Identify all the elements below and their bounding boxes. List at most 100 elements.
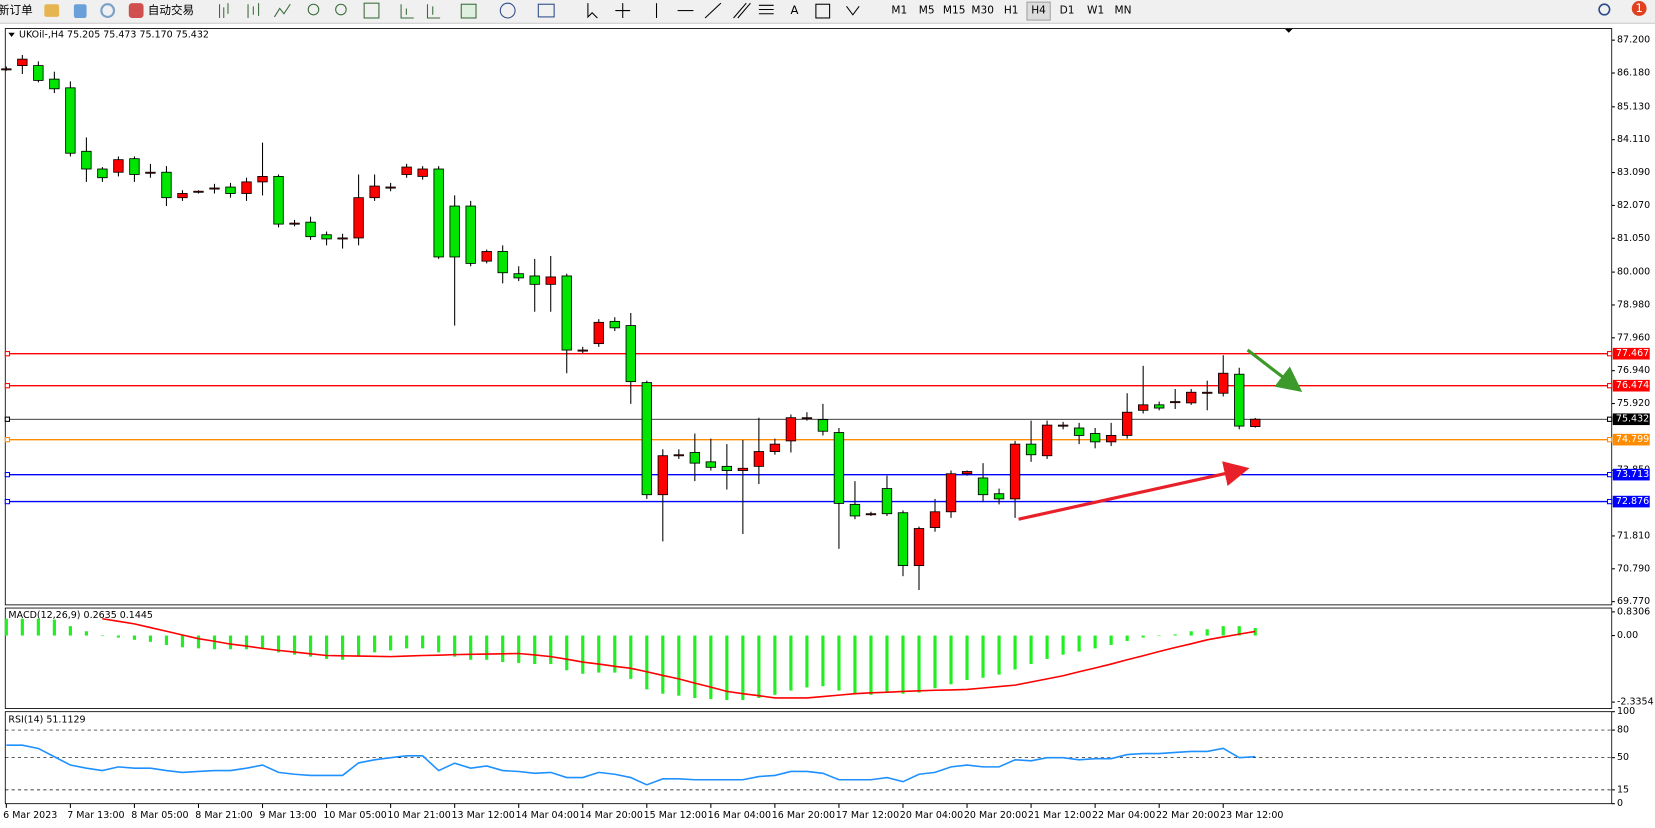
icon[interactable] xyxy=(400,4,414,19)
candle-body xyxy=(1025,443,1037,456)
timeframe-button[interactable]: M5 xyxy=(919,5,935,17)
macd-bar xyxy=(885,635,889,693)
auto-trading-button[interactable]: 自动交易 xyxy=(148,3,194,17)
candle-body xyxy=(401,166,412,175)
macd-bar xyxy=(52,619,56,636)
macd-bar xyxy=(292,635,297,655)
cursor-icon[interactable] xyxy=(587,3,598,19)
macd-bar xyxy=(613,635,617,673)
fibo-icon[interactable] xyxy=(758,4,774,15)
icon[interactable] xyxy=(335,3,347,16)
icon[interactable] xyxy=(219,3,229,18)
candle-body xyxy=(721,465,733,471)
macd-bar xyxy=(853,635,857,694)
x-tick-label: 21 Mar 12:00 xyxy=(1028,810,1091,821)
candle-body xyxy=(65,87,76,154)
y-tick-label: 86.180 xyxy=(1617,68,1650,79)
trendline-icon[interactable] xyxy=(704,2,722,19)
y-tick-label: 69.770 xyxy=(1617,596,1650,607)
level-tag xyxy=(1612,413,1650,426)
notification-count: 1 xyxy=(1635,1,1642,15)
chart-title: UKOil-,H4 75.205 75.473 75.170 75.432 xyxy=(19,29,209,40)
icon[interactable] xyxy=(363,2,380,19)
label-icon[interactable] xyxy=(815,3,831,19)
candle-body xyxy=(321,234,332,240)
timeframe-button[interactable]: M30 xyxy=(971,5,994,17)
candle-body xyxy=(81,150,92,170)
icon[interactable] xyxy=(307,3,320,16)
macd-bar xyxy=(324,635,329,659)
macd-bar xyxy=(965,635,969,681)
y-tick-label: 80.000 xyxy=(1617,267,1650,278)
macd-bar xyxy=(84,631,88,636)
x-tick-label: 20 Mar 04:00 xyxy=(900,810,963,821)
icon[interactable] xyxy=(273,3,291,18)
icon[interactable] xyxy=(73,4,87,18)
icon[interactable] xyxy=(100,3,116,18)
timeframe-button[interactable]: MN xyxy=(1115,5,1132,17)
text-tool[interactable]: A xyxy=(791,3,799,17)
candle-body xyxy=(1041,424,1053,457)
macd-bar xyxy=(533,635,537,665)
icon[interactable] xyxy=(247,3,260,18)
icon[interactable] xyxy=(426,4,441,19)
macd-bar xyxy=(501,635,505,663)
new-order-button[interactable]: 新订单 xyxy=(0,3,33,17)
shift-marker xyxy=(1284,28,1293,33)
candle-body xyxy=(1121,411,1133,436)
candle-body xyxy=(337,237,348,240)
candle-body xyxy=(881,488,893,515)
channel-icon[interactable] xyxy=(733,2,751,19)
macd-bar xyxy=(741,635,745,700)
notification-badge[interactable] xyxy=(1631,1,1647,16)
timeframe-button[interactable]: W1 xyxy=(1087,5,1104,17)
macd-bar xyxy=(517,635,521,663)
macd-bar xyxy=(4,618,8,636)
macd-bar xyxy=(164,635,169,645)
candle-body xyxy=(1073,427,1085,436)
timeframe-button[interactable]: M15 xyxy=(943,5,966,17)
timeframe-group: M1 M5 M15 M30 H1 H4 D1 W1 MN xyxy=(891,1,1132,21)
timeframe-button[interactable]: H1 xyxy=(1004,5,1019,17)
level-label: 76.474 xyxy=(1616,380,1649,391)
candle-body xyxy=(993,493,1005,500)
y-tick-label: 50 xyxy=(1617,752,1629,763)
main-panel xyxy=(4,28,1613,606)
level-handle xyxy=(1606,498,1613,505)
macd-bar xyxy=(949,635,953,685)
y-tick-label: 82.070 xyxy=(1617,200,1650,211)
timeframe-button[interactable]: M1 xyxy=(891,5,907,17)
icon[interactable] xyxy=(460,3,477,19)
level-handle xyxy=(1606,416,1613,422)
macd-bar xyxy=(597,635,601,673)
icon[interactable] xyxy=(44,4,60,17)
macd-bar xyxy=(421,635,425,649)
candle-body xyxy=(177,193,188,199)
macd-bar xyxy=(693,635,697,698)
candle-body xyxy=(49,78,60,90)
candle-body xyxy=(369,185,380,199)
candle-body xyxy=(849,503,861,517)
level-label: 72.876 xyxy=(1616,496,1649,507)
icon[interactable] xyxy=(499,2,516,19)
arrows-icon[interactable] xyxy=(846,6,860,16)
macd-bar xyxy=(773,635,777,695)
candle-body xyxy=(865,513,877,516)
candle-body xyxy=(673,454,684,457)
y-tick-label: 70.790 xyxy=(1617,563,1650,574)
x-tick-label: 8 Mar 05:00 xyxy=(131,810,188,821)
y-tick-label: 81.050 xyxy=(1617,233,1650,244)
timeframe-button[interactable]: D1 xyxy=(1060,5,1075,17)
crosshair-icon[interactable] xyxy=(615,3,631,18)
macd-bar xyxy=(789,635,793,691)
level-handle xyxy=(4,416,11,422)
timeframe-button[interactable]: H4 xyxy=(1031,5,1046,17)
y-tick-label: 100 xyxy=(1617,706,1635,717)
icon[interactable] xyxy=(537,3,555,18)
search-icon[interactable] xyxy=(1598,3,1611,16)
candle-body xyxy=(465,205,476,264)
macd-bar xyxy=(276,635,281,653)
candle-body xyxy=(1218,372,1229,394)
macd-bar xyxy=(68,626,72,636)
auto-trading-icon[interactable] xyxy=(128,3,144,18)
